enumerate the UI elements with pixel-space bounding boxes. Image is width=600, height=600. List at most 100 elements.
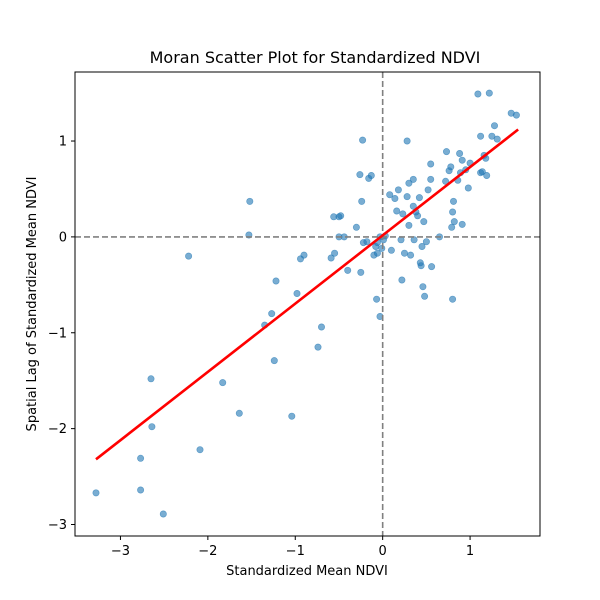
scatter-point xyxy=(418,243,426,251)
scatter-point xyxy=(420,218,428,226)
scatter-point xyxy=(442,177,450,185)
scatter-point xyxy=(428,263,436,271)
scatter-point xyxy=(488,132,496,140)
scatter-point xyxy=(359,136,367,144)
scatter-point xyxy=(403,137,411,145)
y-tick-label: −1 xyxy=(48,326,67,341)
scatter-point xyxy=(415,194,423,202)
scatter-point xyxy=(407,251,415,259)
scatter-point xyxy=(422,238,430,246)
scatter-point xyxy=(512,111,520,119)
scatter-point xyxy=(410,236,418,244)
scatter-point xyxy=(246,197,254,205)
scatter-point xyxy=(449,208,457,216)
scatter-point xyxy=(464,184,472,192)
scatter-point xyxy=(391,195,399,203)
x-axis-label: Standardized Mean NDVI xyxy=(226,564,388,579)
scatter-point xyxy=(378,244,386,252)
scatter-point xyxy=(485,89,493,97)
scatter-point xyxy=(447,163,455,171)
reference-lines xyxy=(75,72,540,536)
scatter-point xyxy=(394,186,402,194)
x-tick-label: 1 xyxy=(466,544,474,559)
chart-title: Moran Scatter Plot for Standardized NDVI xyxy=(150,48,481,67)
scatter-point xyxy=(219,379,227,387)
scatter-point xyxy=(268,310,276,318)
scatter-point xyxy=(405,221,413,229)
scatter-point xyxy=(137,454,145,462)
scatter-point xyxy=(490,122,498,130)
scatter-point xyxy=(148,423,156,431)
scatter-point xyxy=(409,202,417,210)
scatter-point xyxy=(474,90,482,98)
scatter-point xyxy=(419,283,427,291)
scatter-point xyxy=(449,295,457,303)
scatter-point xyxy=(314,343,322,351)
scatter-point xyxy=(235,409,243,417)
scatter-point xyxy=(357,268,365,276)
scatter-point xyxy=(427,175,435,183)
scatter-point xyxy=(159,510,167,518)
scatter-point xyxy=(356,171,364,179)
x-tick-label: −1 xyxy=(286,544,305,559)
scatter-point xyxy=(400,249,408,257)
scatter-point xyxy=(399,210,407,218)
scatter-point xyxy=(335,213,343,221)
scatter-point xyxy=(393,207,401,215)
scatter-point xyxy=(363,238,371,246)
scatter-point xyxy=(493,135,501,143)
scatter-point xyxy=(327,254,335,262)
x-tick-label: −3 xyxy=(111,544,130,559)
scatter-point xyxy=(373,295,381,303)
x-tick-label: 0 xyxy=(379,544,387,559)
scatter-point xyxy=(288,412,296,420)
scatter-point xyxy=(483,172,491,180)
x-tick-label: −2 xyxy=(198,544,217,559)
scatter-point xyxy=(477,132,485,140)
scatter-point xyxy=(331,249,339,257)
y-axis-ticks: −3 −2 −1 0 1 xyxy=(48,135,75,533)
regression-line xyxy=(95,128,519,461)
scatter-point xyxy=(414,212,422,220)
scatter-point xyxy=(293,289,301,297)
scatter-point xyxy=(458,156,466,164)
scatter-point xyxy=(417,262,425,270)
scatter-point xyxy=(424,186,432,194)
x-axis-ticks: −3 −2 −1 0 1 xyxy=(111,536,474,559)
scatter-point xyxy=(403,193,411,201)
scatter-point xyxy=(358,197,366,205)
scatter-point xyxy=(367,172,375,180)
y-tick-label: 0 xyxy=(59,230,67,245)
scatter-point xyxy=(300,251,308,259)
y-axis-label: Spatial Lag of Standardized Mean NDVI xyxy=(25,177,40,432)
scatter-point xyxy=(196,446,204,454)
scatter-point xyxy=(449,197,457,205)
y-tick-label: −3 xyxy=(48,518,67,533)
scatter-point xyxy=(387,246,395,254)
scatter-point xyxy=(137,486,145,494)
scatter-points xyxy=(92,89,520,518)
scatter-point xyxy=(386,191,394,199)
y-tick-label: −2 xyxy=(48,422,67,437)
scatter-point xyxy=(185,252,193,260)
scatter-point xyxy=(270,357,278,365)
y-tick-label: 1 xyxy=(59,135,67,150)
scatter-point xyxy=(427,160,435,168)
scatter-point xyxy=(409,175,417,183)
scatter-point xyxy=(92,489,100,497)
scatter-point xyxy=(147,375,155,383)
scatter-point xyxy=(478,168,486,176)
plot-area-frame xyxy=(74,71,541,537)
scatter-point xyxy=(398,276,406,284)
scatter-point xyxy=(272,277,280,285)
scatter-point xyxy=(405,179,413,187)
scatter-point xyxy=(373,249,381,257)
scatter-point xyxy=(448,223,456,231)
scatter-point xyxy=(458,220,466,228)
scatter-point xyxy=(421,292,429,300)
scatter-point xyxy=(317,323,325,331)
scatter-point xyxy=(352,223,360,231)
scatter-point xyxy=(450,218,458,226)
